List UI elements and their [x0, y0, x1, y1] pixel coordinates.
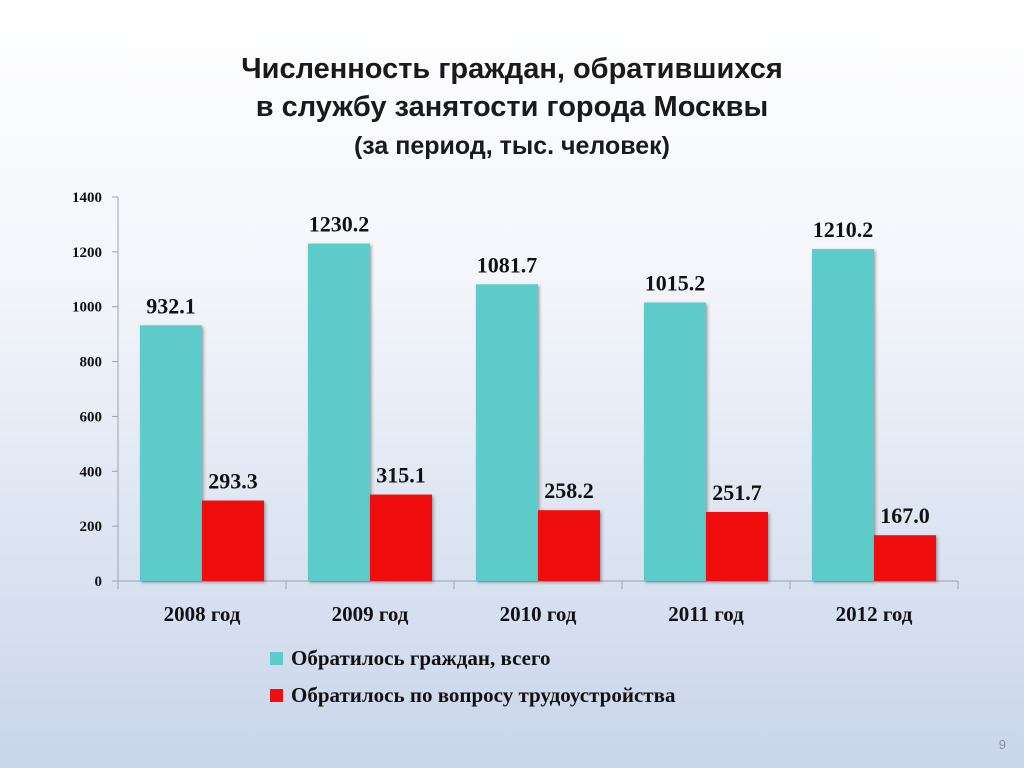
- legend-label-employment: Обратилось по вопросу трудоустройства: [291, 683, 676, 707]
- legend-swatch-total: [270, 652, 283, 665]
- legend: Обратилось граждан, всего Обратилось по …: [270, 640, 675, 714]
- data-label-employment-2: 258.2: [544, 478, 594, 503]
- x-tick-label: 2011 год: [668, 602, 744, 626]
- legend-swatch-employment: [270, 689, 283, 702]
- x-tick-label: 2008 год: [164, 602, 241, 626]
- y-tick-label: 600: [80, 409, 103, 425]
- x-tick-label: 2012 год: [836, 602, 913, 626]
- bar-total-4: [812, 249, 874, 581]
- data-label-employment-3: 251.7: [712, 480, 762, 505]
- data-label-employment-0: 293.3: [208, 469, 258, 494]
- data-label-total-0: 932.1: [146, 293, 196, 318]
- bar-employment-3: [706, 511, 768, 581]
- page-number: 9: [998, 737, 1006, 752]
- title-line-2: в службу занятости города Москвы: [255, 91, 769, 123]
- y-tick-label: 1200: [72, 245, 102, 261]
- legend-item-total: Обратилось граждан, всего: [270, 640, 675, 677]
- title-line-1: Численность граждан, обратившихся: [241, 53, 783, 85]
- data-label-total-1: 1230.2: [309, 212, 370, 237]
- bar-employment-1: [370, 494, 432, 581]
- legend-item-employment: Обратилось по вопросу трудоустройства: [270, 677, 675, 714]
- data-label-employment-4: 167.0: [880, 503, 930, 528]
- y-tick-label: 1400: [72, 190, 102, 206]
- data-label-total-3: 1015.2: [645, 271, 706, 296]
- y-tick-label: 200: [80, 519, 103, 535]
- y-tick-label: 1000: [72, 300, 102, 316]
- title-line-3: (за период, тыс. человек): [353, 132, 671, 160]
- x-tick-label: 2009 год: [332, 602, 409, 626]
- y-tick-label: 800: [80, 355, 103, 371]
- bar-total-3: [644, 302, 706, 581]
- x-tick-label: 2010 год: [500, 602, 577, 626]
- y-tick-label: 400: [80, 464, 103, 480]
- data-label-total-2: 1081.7: [477, 252, 538, 277]
- y-tick-label: 0: [95, 574, 103, 590]
- bar-employment-0: [202, 500, 264, 581]
- bar-total-0: [140, 325, 202, 581]
- data-label-employment-1: 315.1: [376, 463, 426, 488]
- legend-label-total: Обратилось граждан, всего: [291, 646, 551, 670]
- bar-total-2: [476, 284, 538, 581]
- slide-title: Численность граждан, обратившихся в служ…: [0, 50, 1024, 164]
- bar-employment-4: [874, 535, 936, 581]
- bar-total-1: [308, 243, 370, 581]
- bar-employment-2: [538, 510, 600, 581]
- data-label-total-4: 1210.2: [813, 217, 874, 242]
